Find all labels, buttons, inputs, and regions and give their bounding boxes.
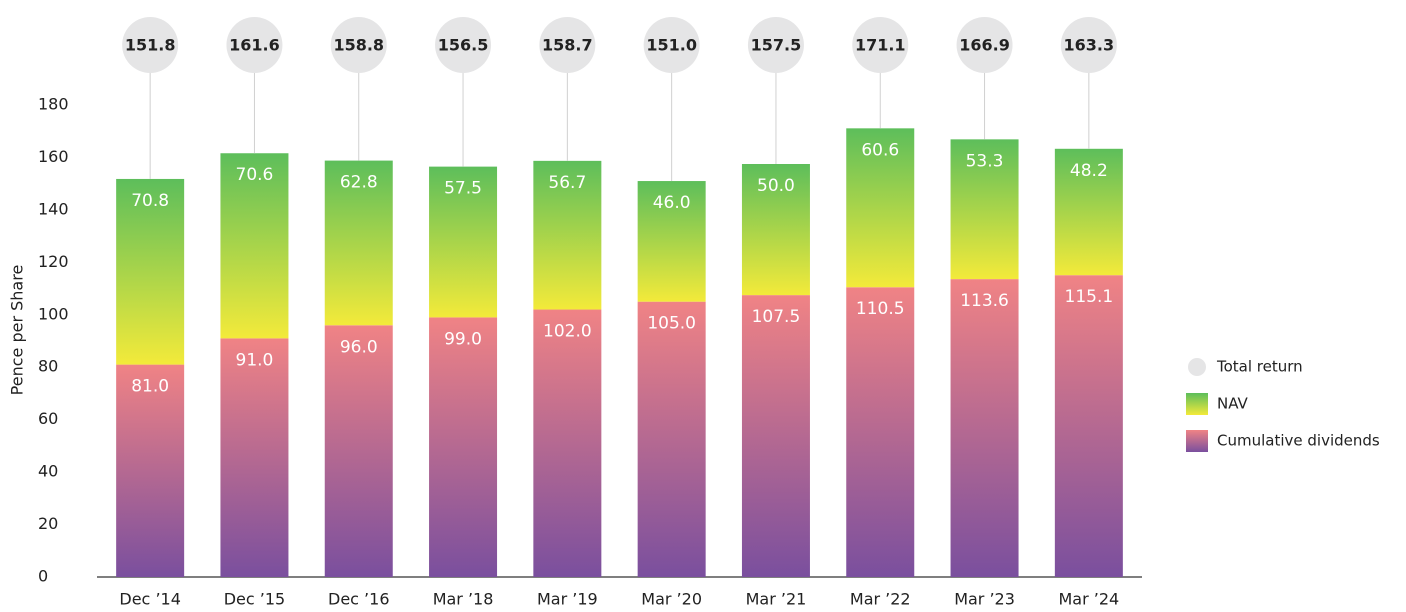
- bar-value-label: 102.0: [543, 322, 592, 342]
- bar-value-label: 56.7: [548, 173, 586, 193]
- total-bubble: [643, 17, 700, 73]
- bar-value-label: 113.6: [960, 291, 1009, 311]
- total-value-label: 171.1: [855, 36, 906, 55]
- bar-segment: [637, 181, 706, 302]
- bar-value-label: 70.8: [131, 191, 169, 211]
- legend-swatch: [1188, 358, 1206, 376]
- y-tick-label: 20: [38, 514, 58, 533]
- bar-value-label: 50.0: [757, 176, 795, 196]
- bar-segment: [324, 325, 393, 577]
- total-bubble: [852, 17, 909, 73]
- bar-value-label: 107.5: [752, 307, 801, 327]
- legend-swatch: [1186, 393, 1208, 415]
- bar-value-label: 99.0: [444, 329, 482, 349]
- x-tick-label: Mar ’23: [954, 590, 1015, 609]
- bar-segment: [116, 178, 185, 365]
- bar-segment: [741, 295, 810, 577]
- bar-segment: [741, 164, 810, 296]
- total-value-label: 156.5: [438, 36, 489, 55]
- total-bubble: [435, 17, 492, 73]
- total-value-label: 157.5: [751, 36, 802, 55]
- bar-value-label: 110.5: [856, 299, 905, 319]
- total-bubble: [956, 17, 1013, 73]
- bar-value-label: 91.0: [236, 350, 274, 370]
- bar-value-label: 48.2: [1070, 161, 1108, 181]
- y-tick-label: 120: [38, 252, 69, 271]
- bar-segment: [533, 309, 602, 577]
- bar-value-label: 115.1: [1065, 287, 1114, 307]
- x-tick-label: Mar ’22: [850, 590, 911, 609]
- bar-value-label: 81.0: [131, 377, 169, 397]
- x-tick-label: Mar ’24: [1058, 590, 1119, 609]
- bar-segment: [846, 128, 915, 288]
- bar-value-label: 57.5: [444, 179, 482, 199]
- legend-swatch: [1186, 430, 1208, 452]
- legend-label: NAV: [1217, 395, 1249, 413]
- total-value-label: 166.9: [959, 36, 1010, 55]
- y-tick-label: 160: [38, 147, 69, 166]
- total-bubble: [330, 17, 387, 73]
- x-tick-label: Mar ’19: [537, 590, 598, 609]
- total-bubble: [1060, 17, 1117, 73]
- total-value-label: 161.6: [229, 36, 280, 55]
- x-tick-label: Mar ’18: [433, 590, 494, 609]
- bar-segment: [533, 160, 602, 310]
- bar-segment: [950, 279, 1019, 577]
- y-tick-label: 180: [38, 95, 69, 114]
- y-tick-label: 60: [38, 409, 58, 428]
- bar-segment: [220, 153, 289, 339]
- y-tick-label: 140: [38, 199, 69, 218]
- bar-segment: [429, 166, 498, 318]
- total-value-label: 163.3: [1064, 36, 1115, 55]
- total-value-label: 158.8: [333, 36, 384, 55]
- bar-segment: [324, 160, 393, 326]
- y-tick-label: 80: [38, 357, 58, 376]
- x-tick-label: Dec ’15: [224, 590, 286, 609]
- bar-value-label: 62.8: [340, 173, 378, 193]
- bar-segment: [846, 287, 915, 577]
- bar-segment: [1054, 148, 1123, 276]
- total-value-label: 151.0: [646, 36, 697, 55]
- total-value-label: 158.7: [542, 36, 593, 55]
- bar-segment: [116, 364, 185, 577]
- total-bubble: [747, 17, 804, 73]
- legend-label: Cumulative dividends: [1217, 432, 1380, 450]
- y-tick-label: 0: [38, 567, 48, 586]
- bar-segment: [1054, 275, 1123, 577]
- y-axis-label: Pence per Share: [8, 265, 27, 396]
- bar-value-label: 70.6: [236, 165, 274, 185]
- bar-value-label: 53.3: [966, 151, 1004, 171]
- bar-value-label: 46.0: [653, 193, 691, 213]
- x-tick-label: Mar ’21: [746, 590, 807, 609]
- bar-segment: [429, 317, 498, 577]
- total-bubble: [539, 17, 596, 73]
- bar-segment: [220, 338, 289, 577]
- legend-label: Total return: [1216, 358, 1303, 376]
- total-bubble: [226, 17, 283, 73]
- bar-value-label: 96.0: [340, 337, 378, 357]
- bar-value-label: 105.0: [647, 314, 696, 334]
- bar-segment: [637, 301, 706, 577]
- y-tick-label: 40: [38, 462, 58, 481]
- bar-segment: [950, 139, 1019, 280]
- bar-value-label: 60.6: [861, 140, 899, 160]
- x-tick-label: Dec ’16: [328, 590, 390, 609]
- y-tick-label: 100: [38, 304, 69, 323]
- x-tick-label: Dec ’14: [119, 590, 181, 609]
- x-tick-label: Mar ’20: [641, 590, 702, 609]
- total-value-label: 151.8: [125, 36, 176, 55]
- total-bubble: [122, 17, 179, 73]
